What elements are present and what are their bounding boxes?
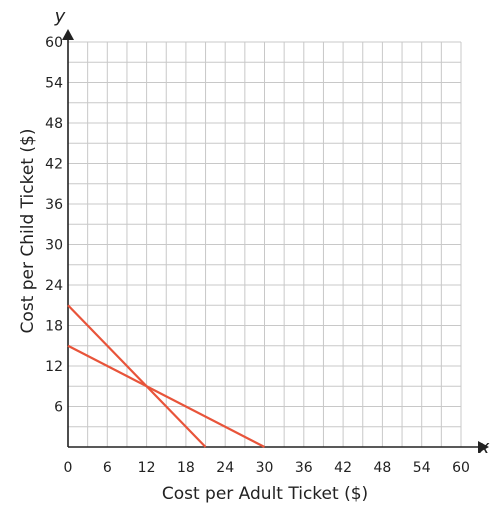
y-axis-arrow bbox=[62, 29, 74, 40]
x-tick-label: 36 bbox=[295, 460, 313, 476]
x-tick-label: 0 bbox=[64, 460, 73, 476]
x-axis-arrow bbox=[478, 441, 489, 453]
series-line-2 bbox=[67, 344, 266, 448]
y-tick-label: 12 bbox=[45, 359, 63, 375]
x-tick-label: 6 bbox=[103, 460, 112, 476]
y-tick-label: 30 bbox=[45, 238, 63, 254]
x-tick-label: 48 bbox=[373, 460, 391, 476]
x-axis-label: Cost per Adult Ticket ($) bbox=[162, 484, 368, 504]
y-tick-label: 6 bbox=[54, 400, 63, 416]
axes bbox=[62, 29, 489, 453]
x-tick-label: 30 bbox=[256, 460, 274, 476]
y-axis-symbol: y bbox=[54, 6, 66, 27]
x-tick-label: 24 bbox=[216, 460, 234, 476]
y-tick-label: 54 bbox=[45, 76, 63, 92]
x-axis-symbol: x bbox=[478, 437, 490, 458]
y-tick-label: 24 bbox=[45, 278, 63, 294]
x-tick-label: 42 bbox=[334, 460, 352, 476]
x-tick-label: 12 bbox=[138, 460, 156, 476]
x-tick-label: 60 bbox=[452, 460, 470, 476]
y-tick-label: 60 bbox=[45, 35, 63, 51]
x-tick-label: 54 bbox=[413, 460, 431, 476]
series-lines bbox=[67, 304, 266, 448]
y-tick-label: 36 bbox=[45, 197, 63, 213]
y-tick-label: 42 bbox=[45, 157, 63, 173]
y-tick-label: 18 bbox=[45, 319, 63, 335]
grid bbox=[68, 41, 462, 447]
series-line-1 bbox=[67, 304, 207, 448]
y-axis-label: Cost per Child Ticket ($) bbox=[18, 129, 38, 334]
y-tick-label: 48 bbox=[45, 116, 63, 132]
x-tick-label: 18 bbox=[177, 460, 195, 476]
tick-labels: 0 6 12 18 24 30 36 42 48 54 60 6 12 18 24 30 36 42 48 54 60 bbox=[45, 35, 470, 476]
